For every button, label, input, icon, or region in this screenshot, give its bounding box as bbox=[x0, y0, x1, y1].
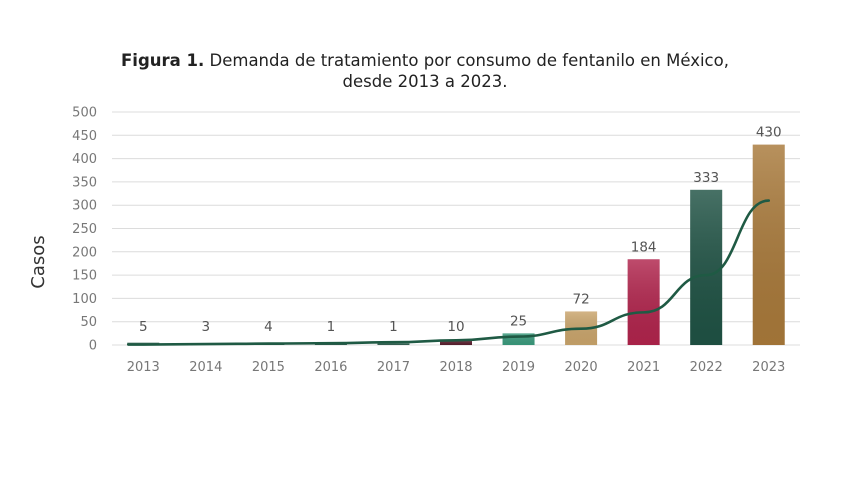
trendline bbox=[126, 199, 771, 346]
data-label: 333 bbox=[693, 170, 719, 186]
data-label: 3 bbox=[202, 319, 211, 335]
y-tick-label: 500 bbox=[72, 106, 97, 121]
data-label: 430 bbox=[756, 125, 782, 141]
x-tick-label: 2016 bbox=[314, 360, 347, 375]
bars bbox=[127, 144, 785, 345]
x-tick-label: 2022 bbox=[690, 360, 723, 375]
chart-subtitle: desde 2013 a 2023. bbox=[342, 72, 508, 91]
data-label: 10 bbox=[447, 319, 464, 335]
bar-shade bbox=[377, 343, 410, 345]
x-tick-label: 2015 bbox=[252, 360, 285, 375]
y-tick-label: 350 bbox=[72, 175, 97, 190]
y-tick-label: 100 bbox=[72, 292, 97, 307]
data-label: 1 bbox=[327, 319, 336, 335]
y-tick-label: 300 bbox=[72, 199, 97, 214]
title-text: Demanda de tratamiento por consumo de fe… bbox=[209, 51, 729, 70]
figure-number: Figura 1. bbox=[121, 51, 205, 70]
y-tick-label: 400 bbox=[72, 152, 97, 167]
data-labels: 5 3 4 1 1 10 25 72 184 333 430 bbox=[139, 125, 782, 335]
bar-shade bbox=[502, 333, 535, 345]
bar-shade bbox=[752, 144, 785, 345]
x-tick-label: 2013 bbox=[127, 360, 160, 375]
x-tick-label: 2019 bbox=[502, 360, 535, 375]
chart-title: Figura 1. Demanda de tratamiento por con… bbox=[0, 50, 850, 92]
x-axis-ticks: 2013 2014 2015 2016 2017 2018 2019 2020 2021 2022… bbox=[127, 360, 786, 375]
y-axis-ticks: 0 50 100 150 200 250 300 350 400 450 500 bbox=[72, 106, 97, 354]
x-tick-label: 2014 bbox=[189, 360, 222, 375]
y-tick-label: 50 bbox=[80, 315, 97, 330]
bar-shade bbox=[627, 259, 660, 345]
data-label: 1 bbox=[389, 319, 398, 335]
x-tick-label: 2023 bbox=[752, 360, 785, 375]
trendline-group bbox=[126, 199, 771, 346]
y-tick-label: 0 bbox=[89, 339, 97, 354]
y-axis-label: Casos bbox=[28, 235, 49, 288]
x-tick-label: 2020 bbox=[565, 360, 598, 375]
data-label: 5 bbox=[139, 319, 148, 335]
x-tick-label: 2018 bbox=[439, 360, 472, 375]
y-tick-label: 250 bbox=[72, 222, 97, 237]
x-tick-label: 2021 bbox=[627, 360, 660, 375]
data-label: 72 bbox=[572, 291, 589, 307]
x-tick-label: 2017 bbox=[377, 360, 410, 375]
y-tick-label: 200 bbox=[72, 245, 97, 260]
y-tick-label: 450 bbox=[72, 129, 97, 144]
bar-shade bbox=[440, 340, 472, 345]
data-label: 25 bbox=[510, 313, 527, 329]
data-label: 4 bbox=[264, 319, 273, 335]
data-label: 184 bbox=[631, 239, 657, 255]
bar-shade bbox=[690, 189, 723, 345]
y-tick-label: 150 bbox=[72, 269, 97, 284]
